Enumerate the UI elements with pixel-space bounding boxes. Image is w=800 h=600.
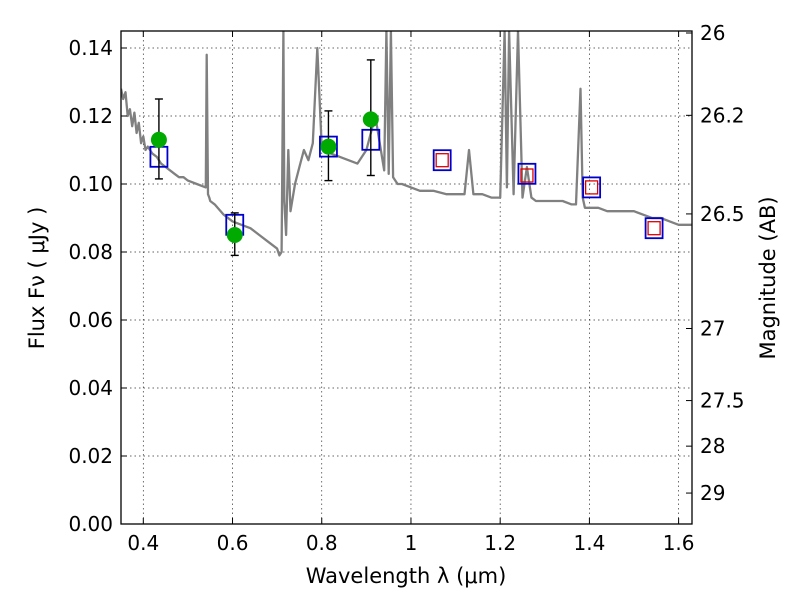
y-tick-label: 0.12 — [68, 104, 113, 128]
observed-point — [150, 131, 167, 148]
x-tick-label: 0.6 — [217, 531, 249, 555]
y-tick-label: 0.14 — [68, 36, 113, 60]
model-square-red — [520, 168, 534, 183]
model-square-red — [647, 221, 661, 236]
spectrum-line — [121, 31, 692, 257]
y-axis-label: Flux Fν ( μJy ) — [25, 207, 49, 350]
model-square-red — [435, 153, 449, 168]
observed-point — [362, 111, 379, 128]
x-tick-label: 1 — [405, 531, 418, 555]
y2-tick-label: 26.5 — [700, 202, 745, 226]
marker-layer — [149, 59, 664, 257]
y-tick-label: 0.06 — [68, 308, 113, 332]
x-tick-label: 1.2 — [484, 531, 516, 555]
y-tick-label: 0.10 — [68, 172, 113, 196]
observed-point — [226, 227, 243, 243]
y2-tick-label: 29 — [700, 481, 725, 505]
model-square-red — [584, 180, 599, 195]
model-square-blue — [432, 149, 452, 172]
y-tick-label: 0.08 — [68, 240, 113, 264]
tick-layer: 0.4 0.6 0.8 1 1.2 1.4 1.6 0.00 0.02 0.04 0.06 0.08 0… — [68, 21, 744, 555]
y-tick-label: 0.04 — [68, 376, 113, 400]
model-square-blue — [582, 176, 602, 199]
y2-tick-label: 27 — [700, 317, 725, 341]
x-tick-label: 1.6 — [663, 531, 695, 555]
y2-axis-label: Magnitude (AB) — [756, 196, 780, 359]
y2-tick-label: 27.5 — [700, 389, 745, 413]
observed-point — [320, 138, 337, 155]
model-square-blue — [517, 162, 537, 185]
grid-layer — [121, 31, 692, 525]
x-tick-label: 0.4 — [127, 531, 159, 555]
plot-area — [121, 31, 692, 257]
y2-tick-label: 28 — [700, 434, 725, 458]
model-square-blue — [644, 217, 664, 240]
plot-frame — [120, 30, 693, 525]
y-tick-label: 0.00 — [68, 512, 113, 536]
spectrum-layer — [121, 31, 692, 257]
x-axis-label: Wavelength λ (μm) — [306, 564, 507, 588]
y-tick-label: 0.02 — [68, 444, 113, 468]
x-tick-label: 1.4 — [573, 531, 605, 555]
y2-tick-label: 26 — [700, 21, 725, 45]
y2-tick-label: 26.2 — [700, 103, 745, 127]
x-tick-label: 0.8 — [306, 531, 338, 555]
